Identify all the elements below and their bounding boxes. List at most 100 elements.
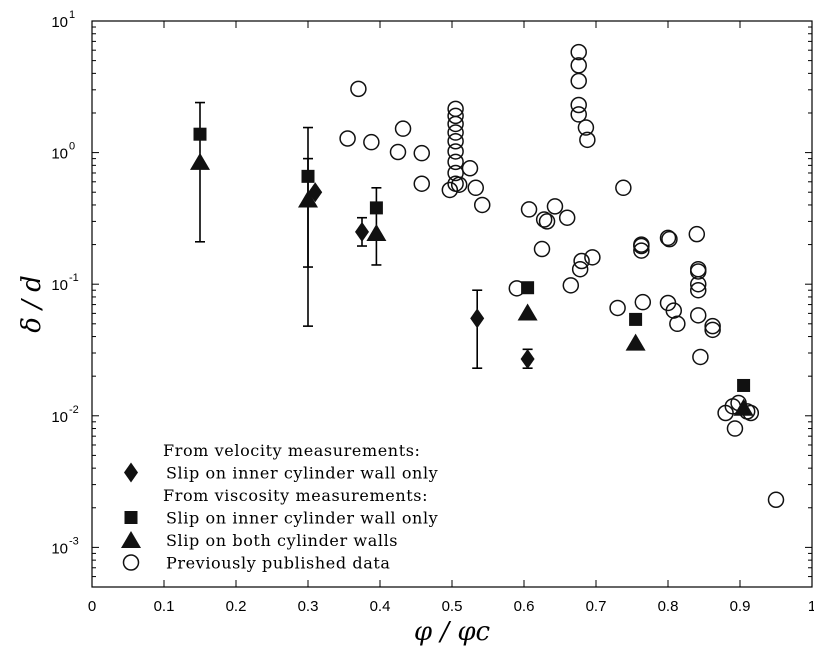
data-point-triangle	[190, 152, 210, 170]
data-point-circle	[570, 72, 587, 90]
data-point-circle	[692, 348, 709, 366]
data-point-circle	[579, 131, 596, 149]
data-point-circle	[538, 213, 556, 230]
data-point-circle	[389, 143, 407, 161]
y-tick-exponent: -2	[69, 404, 79, 416]
data-point-triangle	[298, 190, 318, 208]
data-point-circle	[689, 281, 707, 299]
y-tick-label: 10 -1	[51, 272, 78, 294]
x-tick-label: 0.3	[298, 598, 319, 615]
x-tick-label: 0.8	[658, 598, 679, 615]
data-point-diamond	[355, 221, 369, 242]
error-bars	[195, 101, 533, 369]
data-point-circle	[447, 107, 464, 125]
legend-entry: Slip on inner cylinder wall only	[166, 509, 438, 528]
data-point-circle	[350, 80, 367, 98]
legend-marker-diamond	[124, 462, 138, 483]
legend-marker-square	[124, 511, 138, 524]
data-point-circle	[633, 242, 650, 259]
data-point-circle	[584, 249, 601, 266]
data-point-circle	[467, 179, 485, 197]
data-point-circle	[688, 225, 706, 243]
y-tick-base: 10	[51, 409, 68, 426]
x-axis-label: φ / φc	[414, 617, 491, 647]
data-point-circle	[767, 491, 785, 509]
data-point-circle	[447, 153, 464, 171]
x-tick-label: 0.5	[442, 598, 463, 615]
data-point-square	[629, 312, 643, 326]
data-point-circle	[615, 179, 632, 197]
data-point-circle	[562, 277, 580, 294]
legend-entry: Previously published data	[166, 554, 391, 573]
data-point-circle	[447, 115, 464, 133]
data-point-circle	[570, 96, 587, 114]
data-point-circle	[339, 130, 356, 147]
x-tick-label: 0.7	[586, 598, 607, 615]
data-point-circle	[609, 299, 626, 317]
legend-header: From viscosity measurements:	[163, 486, 428, 505]
data-point-diamond	[520, 349, 535, 370]
legend-entry: Slip on both cylinder walls	[166, 531, 398, 550]
data-point-square	[301, 169, 315, 183]
y-tick-exponent: -3	[69, 535, 79, 547]
data-point-circle	[447, 164, 464, 182]
data-point-circle	[394, 120, 412, 137]
x-tick-label: 0.6	[514, 598, 535, 615]
x-tick-label: 0.2	[226, 598, 247, 615]
data-point-circle	[535, 211, 553, 228]
data-point-circle	[533, 240, 551, 258]
data-point-triangle	[733, 398, 754, 416]
data-point-triangle	[517, 303, 538, 321]
data-point-circle	[573, 252, 590, 270]
data-point-circle	[633, 237, 650, 255]
data-point-triangle	[625, 333, 646, 351]
data-point-circle	[461, 160, 479, 177]
legend-entry: Slip on inner cylinder wall only	[166, 464, 438, 483]
data-point-circle	[661, 230, 678, 248]
y-tick-base: 10	[51, 14, 68, 31]
y-tick-base: 10	[51, 146, 68, 163]
legend: From velocity measurements: Slip on inner…	[121, 441, 438, 573]
y-tick-label: 10 -3	[51, 535, 78, 557]
data-markers	[190, 43, 785, 509]
y-tick-label: 10 0	[51, 141, 75, 163]
x-tick-labels: 0 0.1 0.2 0.3 0.4 0.5 0.6 0.7 0.8 0.9 1	[88, 598, 814, 615]
data-point-circle	[689, 263, 707, 280]
y-tick-exponent: -1	[69, 272, 79, 284]
data-point-circle	[704, 317, 721, 335]
data-point-square	[193, 127, 207, 141]
data-point-circle	[413, 144, 431, 162]
error-bar	[195, 101, 205, 243]
data-point-circle	[571, 260, 589, 278]
axis-ticks	[91, 20, 813, 588]
data-point-circle	[689, 275, 707, 293]
data-point-circle	[570, 43, 587, 61]
y-tick-label: 10 1	[51, 9, 75, 31]
data-point-circle	[726, 420, 744, 437]
x-tick-label: 0.4	[370, 598, 391, 615]
data-point-triangle	[366, 223, 387, 241]
y-tick-exponent: 1	[69, 9, 75, 21]
y-tick-label: 10 -2	[51, 404, 78, 426]
data-point-square	[369, 201, 383, 215]
data-point-circle	[577, 119, 595, 136]
x-tick-label: 0.1	[154, 598, 175, 615]
data-point-circle	[558, 209, 576, 226]
y-tick-base: 10	[51, 540, 68, 557]
data-point-circle	[570, 106, 587, 123]
y-tick-base: 10	[51, 277, 68, 294]
data-point-circle	[447, 143, 464, 160]
data-point-circle	[413, 175, 431, 192]
data-point-circle	[473, 196, 491, 214]
data-point-circle	[450, 176, 468, 193]
legend-header: From velocity measurements:	[163, 441, 421, 460]
data-point-circle	[689, 307, 707, 324]
error-bar	[472, 289, 483, 369]
data-point-circle	[704, 321, 721, 339]
data-point-circle	[447, 124, 464, 141]
data-point-circle	[447, 132, 464, 150]
data-point-diamond	[470, 308, 485, 329]
x-tick-label: 0.9	[730, 598, 751, 615]
